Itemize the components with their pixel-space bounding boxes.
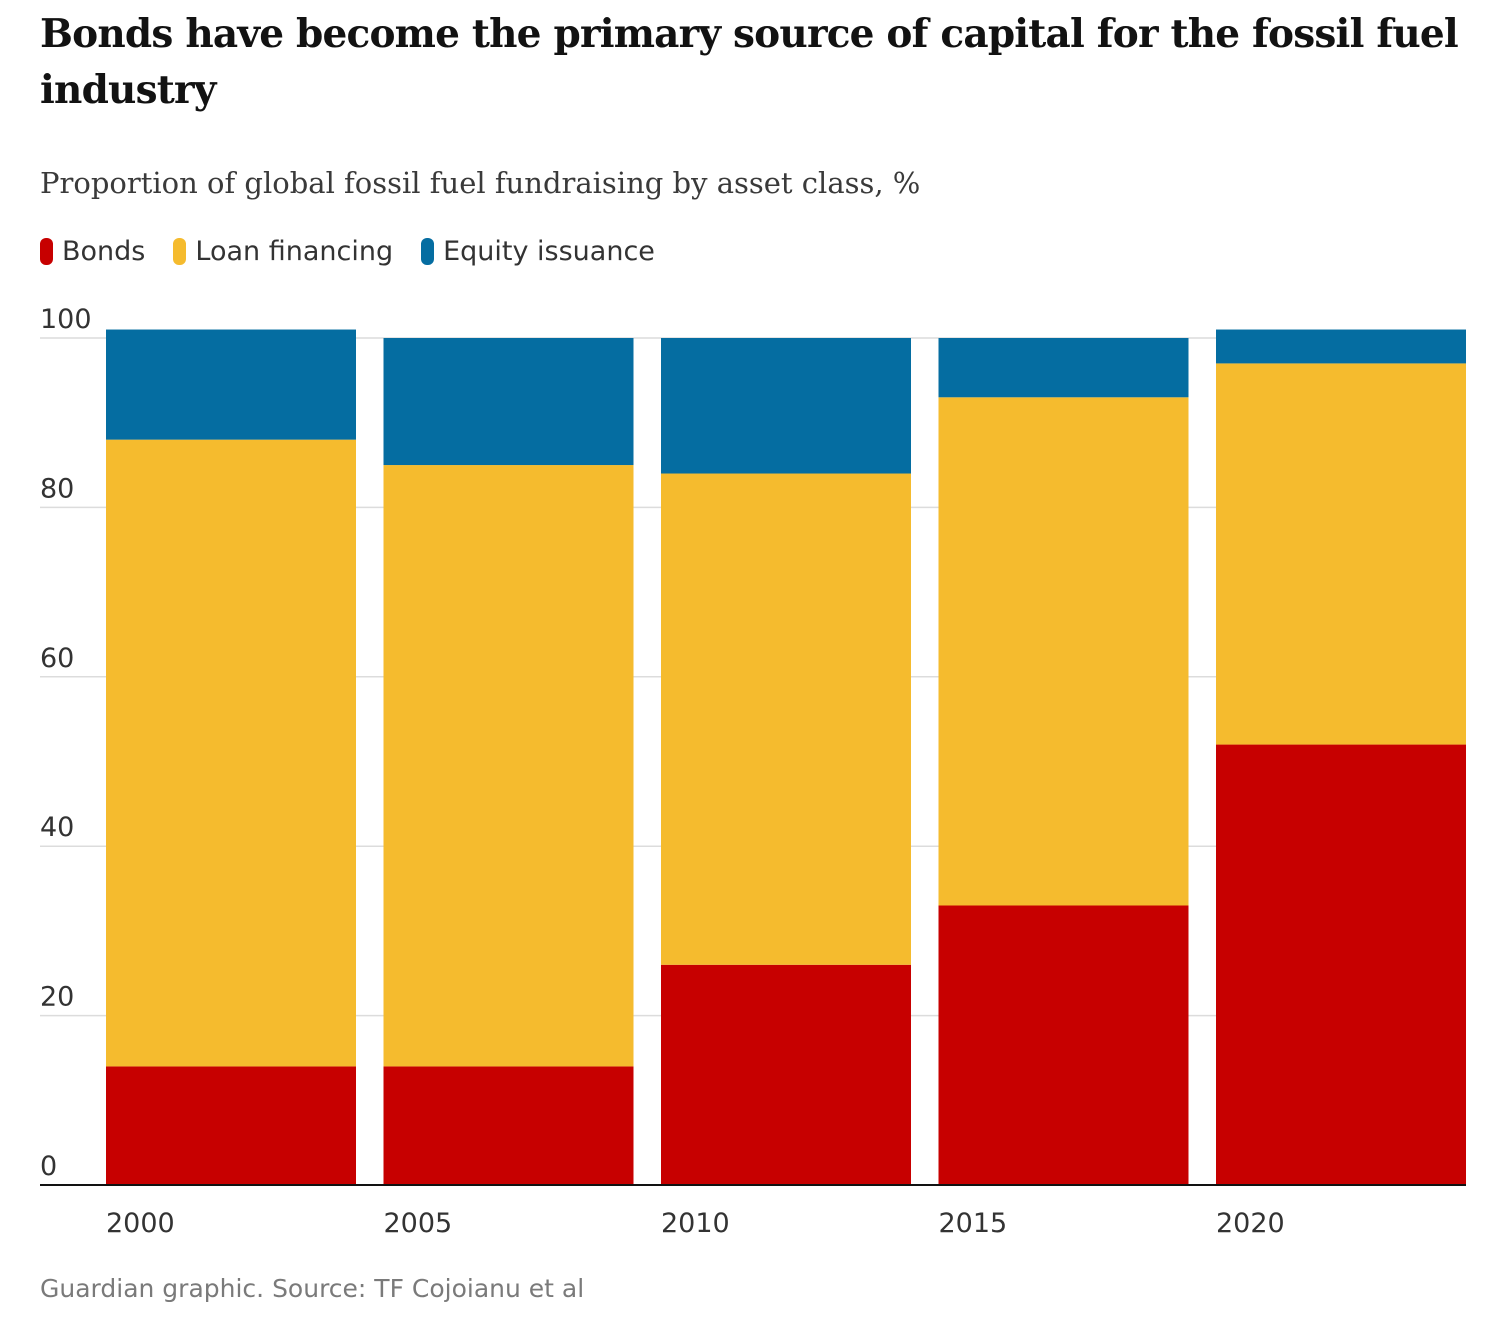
x-tick-label-2010: 2010 — [661, 1208, 730, 1239]
legend-item-equity-issuance: Equity issuance — [421, 236, 655, 267]
bar-loan-financing-2005 — [383, 465, 634, 1067]
x-tick-label-2000: 2000 — [106, 1208, 175, 1239]
bar-bonds-2010 — [661, 964, 911, 1185]
legend-swatch-bonds — [40, 238, 53, 265]
source-note: Guardian graphic. Source: TF Cojoianu et… — [40, 1274, 585, 1303]
legend-label-bonds: Bonds — [62, 236, 146, 267]
bar-equity-issuance-2005 — [383, 338, 634, 466]
bar-equity-issuance-2015 — [938, 338, 1189, 398]
bar-loan-financing-2010 — [661, 473, 911, 965]
bar-bonds-2000 — [106, 1066, 356, 1185]
bar-bonds-2005 — [383, 1066, 634, 1185]
bar-loan-financing-2000 — [106, 439, 356, 1067]
x-tick-label-2020: 2020 — [1216, 1208, 1285, 1239]
legend-label-loan-financing: Loan financing — [195, 236, 394, 267]
y-tick-label-20: 20 — [40, 982, 74, 1013]
chart-subtitle: Proportion of global fossil fuel fundrai… — [40, 166, 921, 200]
bar-loan-financing-2015 — [938, 397, 1189, 906]
bar-bonds-2015 — [938, 905, 1189, 1185]
y-tick-label-80: 80 — [40, 473, 74, 504]
legend-item-bonds: Bonds — [40, 236, 145, 267]
y-tick-label-100: 100 — [40, 304, 92, 335]
bar-bonds-2020 — [1216, 744, 1466, 1185]
y-tick-label-0: 0 — [40, 1151, 57, 1182]
x-tick-label-2005: 2005 — [384, 1208, 453, 1239]
legend-item-loan-financing: Loan financing — [173, 236, 393, 267]
legend-swatch-loan-financing — [173, 238, 187, 265]
chart-title: Bonds have become the primary source of … — [40, 11, 1459, 113]
bar-equity-issuance-2000 — [106, 329, 356, 440]
bar-equity-issuance-2010 — [661, 338, 911, 474]
x-tick-label-2015: 2015 — [939, 1208, 1008, 1239]
bar-equity-issuance-2020 — [1216, 329, 1466, 364]
legend-label-equity-issuance: Equity issuance — [443, 236, 655, 267]
y-tick-label-60: 60 — [40, 643, 74, 674]
y-tick-label-40: 40 — [40, 812, 74, 843]
legend-swatch-equity-issuance — [421, 238, 435, 265]
legend: Bonds Loan financing Equity issuance — [40, 236, 683, 267]
bar-loan-financing-2020 — [1216, 363, 1466, 745]
